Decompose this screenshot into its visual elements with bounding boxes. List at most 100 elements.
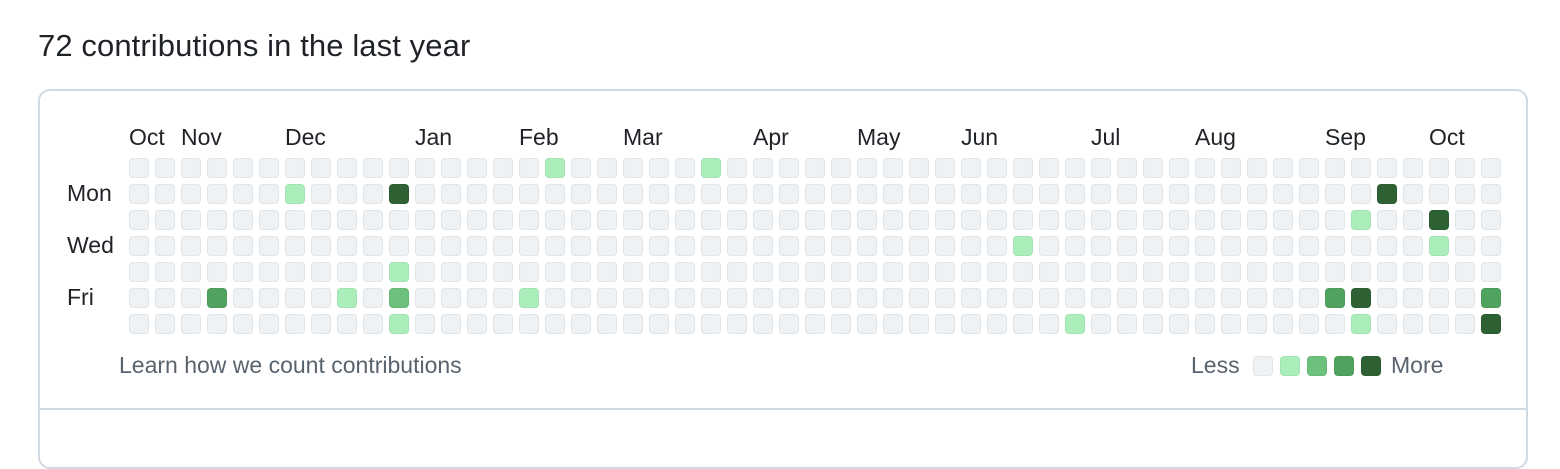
contribution-day-cell[interactable] (389, 158, 409, 178)
contribution-day-cell[interactable] (207, 262, 227, 282)
contribution-day-cell[interactable] (1065, 236, 1085, 256)
contribution-day-cell[interactable] (1429, 158, 1449, 178)
contribution-day-cell[interactable] (753, 236, 773, 256)
contribution-day-cell[interactable] (987, 262, 1007, 282)
contribution-day-cell[interactable] (1351, 158, 1371, 178)
contribution-day-cell[interactable] (805, 236, 825, 256)
contribution-day-cell[interactable] (467, 158, 487, 178)
contribution-day-cell[interactable] (545, 288, 565, 308)
contribution-day-cell[interactable] (1299, 184, 1319, 204)
contribution-day-cell[interactable] (181, 184, 201, 204)
contribution-day-cell[interactable] (1299, 262, 1319, 282)
contribution-day-cell[interactable] (727, 288, 747, 308)
contribution-day-cell[interactable] (311, 262, 331, 282)
contribution-day-cell[interactable] (207, 314, 227, 334)
contribution-day-cell[interactable] (1091, 210, 1111, 230)
contribution-day-cell[interactable] (1013, 288, 1033, 308)
contribution-day-cell[interactable] (337, 288, 357, 308)
contribution-day-cell[interactable] (805, 288, 825, 308)
contribution-day-cell[interactable] (311, 184, 331, 204)
contribution-day-cell[interactable] (545, 314, 565, 334)
contribution-day-cell[interactable] (1169, 314, 1189, 334)
contribution-day-cell[interactable] (805, 184, 825, 204)
contribution-day-cell[interactable] (1377, 158, 1397, 178)
contribution-day-cell[interactable] (675, 210, 695, 230)
contribution-day-cell[interactable] (1273, 288, 1293, 308)
contribution-day-cell[interactable] (129, 236, 149, 256)
contribution-day-cell[interactable] (1273, 314, 1293, 334)
contribution-day-cell[interactable] (1403, 184, 1423, 204)
contribution-day-cell[interactable] (1247, 210, 1267, 230)
contribution-day-cell[interactable] (1169, 236, 1189, 256)
contribution-day-cell[interactable] (1377, 314, 1397, 334)
contribution-day-cell[interactable] (1429, 236, 1449, 256)
contribution-day-cell[interactable] (987, 288, 1007, 308)
contribution-day-cell[interactable] (155, 314, 175, 334)
contribution-day-cell[interactable] (649, 184, 669, 204)
contribution-day-cell[interactable] (1325, 262, 1345, 282)
contribution-day-cell[interactable] (1169, 158, 1189, 178)
contribution-day-cell[interactable] (155, 158, 175, 178)
contribution-day-cell[interactable] (285, 184, 305, 204)
contribution-day-cell[interactable] (779, 236, 799, 256)
contribution-day-cell[interactable] (181, 210, 201, 230)
contribution-day-cell[interactable] (1221, 314, 1241, 334)
contribution-day-cell[interactable] (1455, 314, 1475, 334)
contribution-day-cell[interactable] (285, 314, 305, 334)
contribution-day-cell[interactable] (779, 262, 799, 282)
contribution-day-cell[interactable] (597, 314, 617, 334)
contribution-day-cell[interactable] (961, 236, 981, 256)
contribution-day-cell[interactable] (519, 184, 539, 204)
contribution-day-cell[interactable] (805, 314, 825, 334)
contribution-day-cell[interactable] (1273, 236, 1293, 256)
contribution-day-cell[interactable] (727, 314, 747, 334)
contribution-day-cell[interactable] (935, 184, 955, 204)
contribution-day-cell[interactable] (441, 236, 461, 256)
contribution-day-cell[interactable] (233, 288, 253, 308)
contribution-day-cell[interactable] (493, 288, 513, 308)
contribution-day-cell[interactable] (1429, 314, 1449, 334)
contribution-day-cell[interactable] (727, 210, 747, 230)
contribution-day-cell[interactable] (1455, 262, 1475, 282)
contribution-day-cell[interactable] (1169, 184, 1189, 204)
contribution-day-cell[interactable] (987, 314, 1007, 334)
contribution-day-cell[interactable] (779, 314, 799, 334)
contribution-day-cell[interactable] (961, 210, 981, 230)
contribution-day-cell[interactable] (805, 158, 825, 178)
contribution-day-cell[interactable] (1247, 236, 1267, 256)
contribution-day-cell[interactable] (493, 184, 513, 204)
contribution-day-cell[interactable] (259, 314, 279, 334)
contribution-day-cell[interactable] (779, 288, 799, 308)
learn-how-we-count-link[interactable]: Learn how we count contributions (119, 352, 462, 378)
contribution-day-cell[interactable] (831, 210, 851, 230)
contribution-day-cell[interactable] (1377, 184, 1397, 204)
contribution-day-cell[interactable] (1169, 288, 1189, 308)
contribution-day-cell[interactable] (961, 158, 981, 178)
contribution-day-cell[interactable] (1247, 288, 1267, 308)
contribution-day-cell[interactable] (909, 262, 929, 282)
contribution-day-cell[interactable] (1039, 210, 1059, 230)
contribution-day-cell[interactable] (363, 236, 383, 256)
contribution-day-cell[interactable] (337, 262, 357, 282)
contribution-day-cell[interactable] (883, 184, 903, 204)
contribution-day-cell[interactable] (207, 288, 227, 308)
contribution-day-cell[interactable] (129, 158, 149, 178)
contribution-day-cell[interactable] (727, 158, 747, 178)
contribution-day-cell[interactable] (1195, 184, 1215, 204)
contribution-day-cell[interactable] (1221, 236, 1241, 256)
contribution-day-cell[interactable] (389, 262, 409, 282)
contribution-day-cell[interactable] (623, 210, 643, 230)
contribution-day-cell[interactable] (1091, 158, 1111, 178)
contribution-day-cell[interactable] (1065, 262, 1085, 282)
contribution-day-cell[interactable] (857, 288, 877, 308)
contribution-day-cell[interactable] (1455, 210, 1475, 230)
contribution-day-cell[interactable] (623, 184, 643, 204)
contribution-day-cell[interactable] (909, 184, 929, 204)
contribution-day-cell[interactable] (727, 262, 747, 282)
contribution-day-cell[interactable] (129, 210, 149, 230)
contribution-day-cell[interactable] (363, 184, 383, 204)
contribution-day-cell[interactable] (1403, 288, 1423, 308)
contribution-day-cell[interactable] (935, 262, 955, 282)
contribution-day-cell[interactable] (1351, 262, 1371, 282)
contribution-day-cell[interactable] (1143, 210, 1163, 230)
